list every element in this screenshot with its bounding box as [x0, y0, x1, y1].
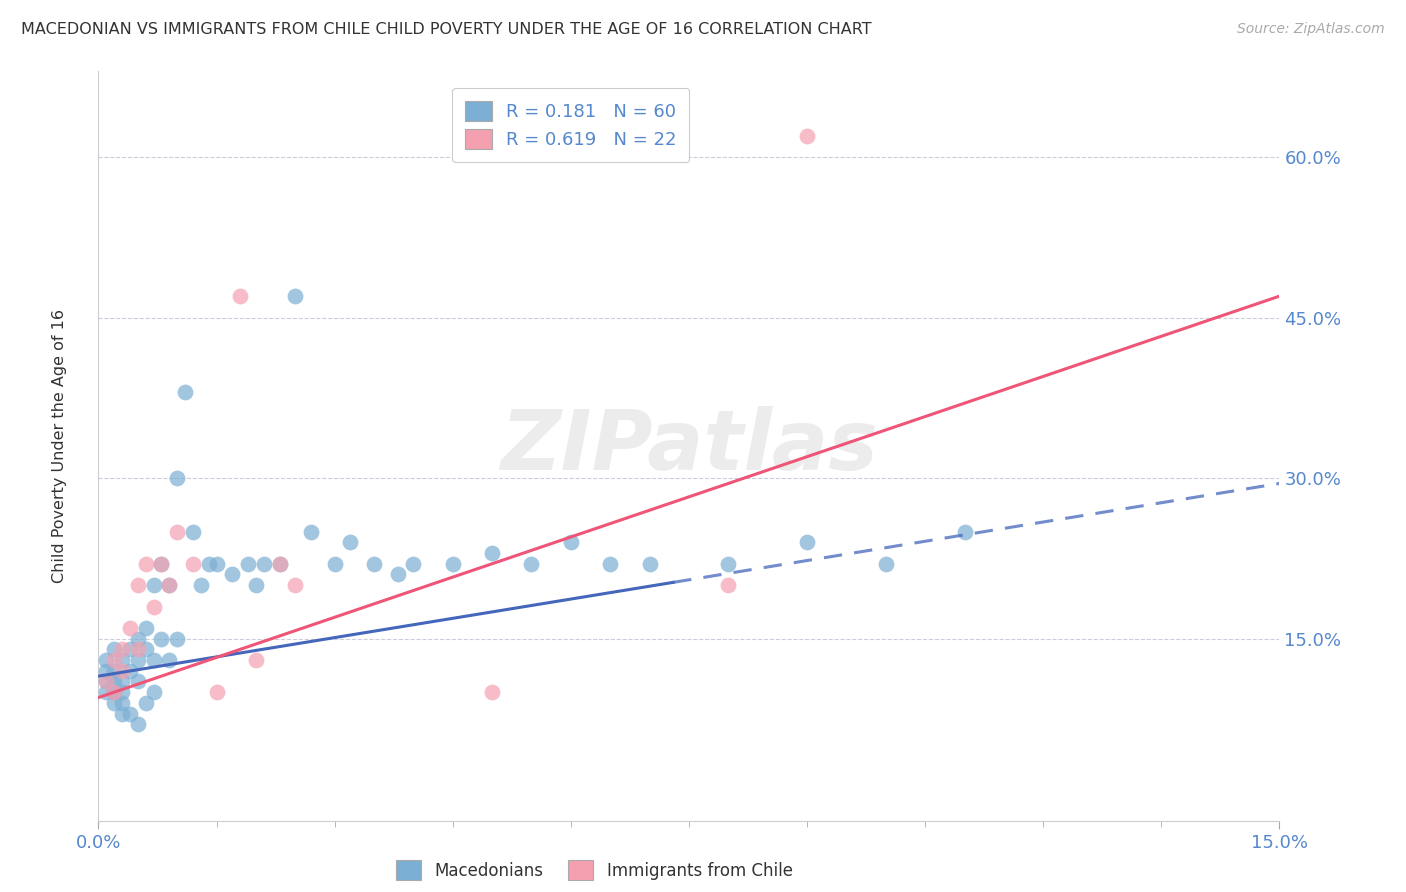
Point: [150, 557, 173, 571]
Point: [96, 674, 118, 689]
Point: [269, 557, 291, 571]
Point: [190, 578, 212, 592]
Point: [127, 653, 149, 667]
Point: [245, 653, 267, 667]
Point: [127, 632, 149, 646]
Point: [103, 685, 125, 699]
Point: [118, 642, 141, 657]
Point: [284, 578, 307, 592]
Point: [103, 674, 125, 689]
Point: [520, 557, 543, 571]
Point: [150, 557, 173, 571]
Point: [717, 578, 740, 592]
Point: [96, 685, 118, 699]
Point: [284, 289, 307, 303]
Point: [269, 557, 291, 571]
Point: [157, 578, 180, 592]
Point: [127, 642, 149, 657]
Point: [127, 717, 149, 731]
Legend: Macedonians, Immigrants from Chile: Macedonians, Immigrants from Chile: [396, 861, 793, 880]
Point: [103, 664, 125, 678]
Point: [118, 664, 141, 678]
Point: [717, 557, 740, 571]
Point: [103, 685, 125, 699]
Point: [638, 557, 661, 571]
Point: [481, 685, 503, 699]
Point: [875, 557, 897, 571]
Point: [96, 653, 118, 667]
Text: ZIPatlas: ZIPatlas: [501, 406, 877, 486]
Point: [166, 524, 188, 539]
Point: [339, 535, 361, 549]
Point: [599, 557, 621, 571]
Point: [197, 557, 219, 571]
Point: [481, 546, 503, 560]
Point: [166, 632, 188, 646]
Text: MACEDONIAN VS IMMIGRANTS FROM CHILE CHILD POVERTY UNDER THE AGE OF 16 CORRELATIO: MACEDONIAN VS IMMIGRANTS FROM CHILE CHIL…: [21, 22, 872, 37]
Point: [245, 578, 267, 592]
Point: [103, 696, 125, 710]
Point: [142, 685, 165, 699]
Point: [229, 289, 252, 303]
Point: [150, 632, 173, 646]
Point: [402, 557, 425, 571]
Point: [127, 674, 149, 689]
Point: [560, 535, 582, 549]
Text: Source: ZipAtlas.com: Source: ZipAtlas.com: [1237, 22, 1385, 37]
Point: [111, 664, 134, 678]
Point: [253, 557, 276, 571]
Point: [796, 128, 818, 143]
Point: [135, 642, 157, 657]
Point: [135, 557, 157, 571]
Point: [135, 696, 157, 710]
Point: [953, 524, 976, 539]
Point: [441, 557, 464, 571]
Point: [166, 471, 188, 485]
Point: [363, 557, 385, 571]
Point: [111, 653, 134, 667]
Point: [111, 696, 134, 710]
Point: [96, 674, 118, 689]
Point: [118, 621, 141, 635]
Point: [135, 621, 157, 635]
Point: [205, 557, 228, 571]
Point: [181, 557, 204, 571]
Point: [236, 557, 259, 571]
Point: [205, 685, 228, 699]
Point: [103, 642, 125, 657]
Point: [142, 653, 165, 667]
Point: [103, 653, 125, 667]
Point: [127, 578, 149, 592]
Point: [796, 535, 818, 549]
Point: [181, 524, 204, 539]
Point: [96, 664, 118, 678]
Point: [157, 578, 180, 592]
Point: [142, 578, 165, 592]
Text: Child Poverty Under the Age of 16: Child Poverty Under the Age of 16: [52, 309, 66, 583]
Point: [174, 385, 197, 400]
Point: [387, 567, 409, 582]
Point: [111, 642, 134, 657]
Point: [118, 706, 141, 721]
Point: [111, 674, 134, 689]
Point: [221, 567, 243, 582]
Point: [142, 599, 165, 614]
Point: [323, 557, 346, 571]
Point: [157, 653, 180, 667]
Point: [299, 524, 322, 539]
Point: [111, 706, 134, 721]
Point: [111, 685, 134, 699]
